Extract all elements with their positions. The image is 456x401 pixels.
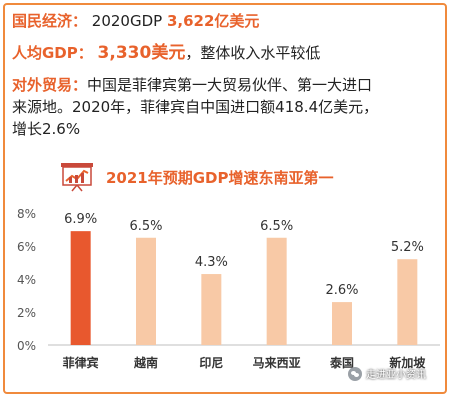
bar — [70, 231, 91, 345]
watermark-text: 走进亚小资讯 — [366, 370, 426, 381]
per-capita-line: 人均GDP： 3,330美元，整体收入水平较低 — [12, 42, 442, 64]
gdp-line: 国民经济： 2020GDP 3,622亿美元 — [12, 10, 442, 32]
x-tick-label: 新加坡 — [389, 355, 426, 370]
gdp-value: 3,622亿美元 — [166, 12, 260, 30]
y-tick-label: 6% — [17, 240, 36, 254]
y-tick-label: 0% — [17, 339, 36, 353]
trade-text-2: 来源地。2020年，菲律宾自中国进口额418.4亿美元， — [12, 98, 379, 116]
y-tick-label: 8% — [17, 207, 36, 221]
chart-header: 2021年预期GDP增速东南亚第一 — [60, 162, 334, 192]
presentation-chart-icon — [61, 163, 93, 192]
card-frame — [3, 3, 447, 394]
y-tick-label: 4% — [17, 273, 36, 287]
x-tick-label: 泰国 — [329, 355, 354, 370]
trade-paragraph: 对外贸易：中国是菲律宾第一大贸易伙伴、第一大进口 来源地。2020年，菲律宾自中… — [12, 74, 442, 140]
data-label: 6.5% — [260, 219, 293, 234]
x-tick-label: 马来西亚 — [253, 355, 301, 370]
y-tick-label: 2% — [17, 306, 36, 320]
bar — [136, 237, 156, 345]
per-capita-note: ，整体收入水平较低 — [185, 44, 321, 62]
data-label: 6.9% — [64, 212, 97, 227]
gdp-label: 国民经济： — [12, 12, 88, 30]
bar — [332, 302, 352, 345]
wechat-icon — [348, 366, 362, 381]
bar — [266, 237, 287, 345]
trade-label: 对外贸易： — [12, 76, 88, 94]
gdp-text: 2020GDP — [91, 12, 163, 30]
per-capita-value: 3,330美元 — [97, 43, 186, 63]
data-label: 6.5% — [129, 219, 162, 234]
data-label: 2.6% — [325, 283, 358, 298]
per-capita-label: 人均GDP： — [12, 44, 93, 62]
data-label: 4.3% — [195, 255, 228, 270]
x-tick-label: 越南 — [133, 355, 158, 370]
trade-text-3: 增长2.6% — [12, 120, 81, 138]
x-tick-label: 印尼 — [199, 356, 223, 370]
x-tick-label: 菲律宾 — [63, 355, 99, 370]
trade-text-1: 中国是菲律宾第一大贸易伙伴、第一大进口 — [87, 76, 373, 94]
bar — [397, 259, 418, 345]
watermark: 走进亚小资讯 — [348, 366, 426, 381]
bar — [201, 274, 222, 345]
chart-title: 2021年预期GDP增速东南亚第一 — [106, 168, 334, 187]
data-label: 5.2% — [391, 240, 424, 255]
